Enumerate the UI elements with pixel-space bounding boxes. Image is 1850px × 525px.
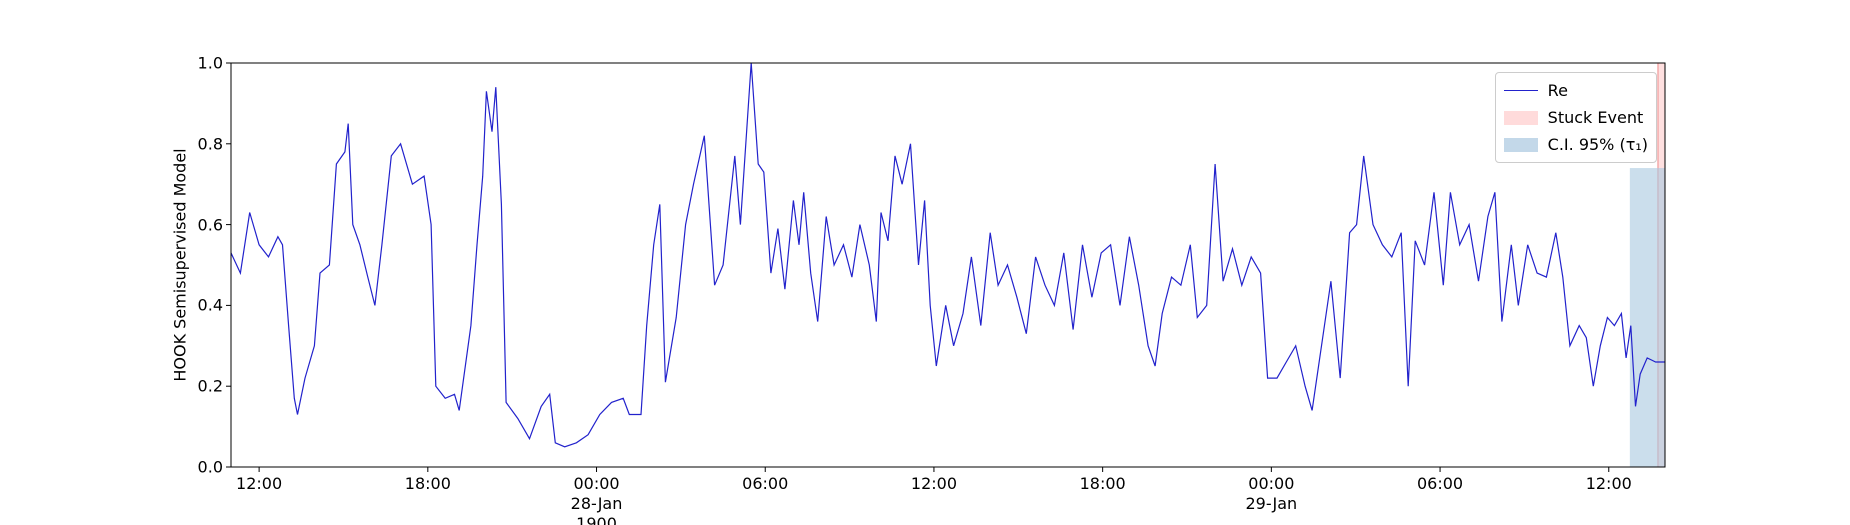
y-tick-label: 0.6 <box>197 215 223 235</box>
axes-frame <box>230 62 1666 468</box>
legend-label: Re <box>1547 81 1568 100</box>
x-tick-label: 00:00 28-Jan 1900 <box>570 474 623 525</box>
x-tick-label: 18:00 <box>1079 474 1126 493</box>
y-tick-label: 0.4 <box>197 295 223 315</box>
data-line <box>230 62 1665 448</box>
legend-swatch <box>1503 90 1538 91</box>
x-tick-label: 18:00 <box>404 474 451 493</box>
x-tick-label: 12:00 <box>1585 474 1632 493</box>
legend-entry: C.I. 95% (τ₁) <box>1503 131 1648 158</box>
region <box>1629 168 1665 468</box>
y-tick-label: 0.2 <box>197 376 223 396</box>
legend-label: C.I. 95% (τ₁) <box>1547 135 1648 154</box>
x-tick-label: 00:00 29-Jan <box>1245 474 1298 513</box>
legend-entry: Re <box>1503 77 1648 104</box>
y-tick-label: 1.0 <box>197 53 223 73</box>
legend-swatch <box>1503 110 1538 125</box>
x-tick-label: 06:00 <box>1416 474 1464 493</box>
x-tick-label: 12:00 <box>910 474 957 493</box>
x-tick-label: 12:00 <box>236 474 283 493</box>
legend-swatch <box>1503 137 1538 152</box>
y-tick-label: 0.8 <box>197 134 223 154</box>
legend: Re Stuck Event C.I. 95% (τ₁) <box>1494 72 1657 163</box>
y-tick-label: 0.0 <box>197 457 223 477</box>
legend-entry: Stuck Event <box>1503 104 1648 131</box>
x-tick-label: 06:00 <box>742 474 789 493</box>
y-axis-label: HOOK Semisupervised Model <box>170 148 190 382</box>
legend-label: Stuck Event <box>1547 108 1644 127</box>
